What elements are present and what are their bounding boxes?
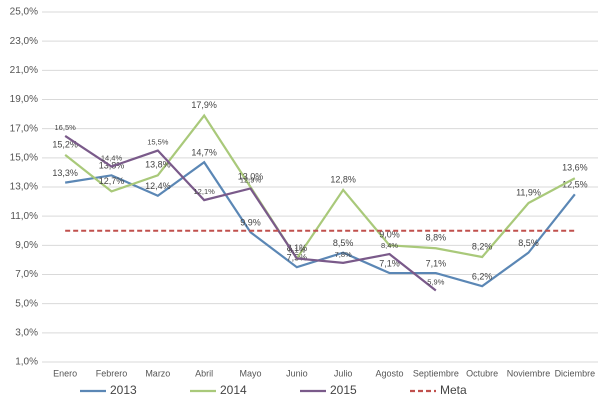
data-label: 12,8% <box>330 174 356 184</box>
data-label: 8,8% <box>426 233 447 243</box>
data-label: 14,7% <box>191 148 217 158</box>
x-tick-label: Mayo <box>239 368 261 378</box>
data-label: 16,5% <box>55 123 77 132</box>
data-label: 8,1% <box>287 243 308 253</box>
data-label: 7,8% <box>335 250 352 259</box>
x-tick-label: Junio <box>286 368 308 378</box>
legend-label: 2014 <box>220 383 247 397</box>
x-tick-label: Noviembre <box>507 368 551 378</box>
x-tick-label: Diciembre <box>555 368 596 378</box>
data-label: 12,7% <box>99 176 125 186</box>
y-tick-label: 23,0% <box>10 36 38 47</box>
x-tick-label: Octubre <box>466 368 498 378</box>
y-tick-label: 7,0% <box>15 269 38 280</box>
data-label: 12,9% <box>240 175 262 184</box>
y-tick-label: 15,0% <box>10 152 38 163</box>
y-tick-label: 9,0% <box>15 240 38 251</box>
y-tick-label: 19,0% <box>10 94 38 105</box>
y-tick-label: 1,0% <box>15 357 38 368</box>
y-tick-label: 25,0% <box>10 7 38 18</box>
y-tick-label: 13,0% <box>10 182 38 193</box>
legend-label: 2013 <box>110 383 137 397</box>
data-label: 15,5% <box>147 138 169 147</box>
data-label: 9,9% <box>240 218 261 228</box>
data-label: 8,2% <box>472 241 493 251</box>
x-tick-label: Abril <box>195 368 213 378</box>
y-tick-label: 21,0% <box>10 65 38 76</box>
x-tick-label: Marzo <box>145 368 170 378</box>
x-tick-label: Enero <box>53 368 77 378</box>
x-tick-label: Septiembre <box>413 368 459 378</box>
data-label: 17,9% <box>191 100 217 110</box>
data-label: 15,2% <box>52 139 78 149</box>
y-tick-label: 5,0% <box>15 298 38 309</box>
data-label: 8,5% <box>333 238 354 248</box>
data-label: 12,5% <box>562 180 588 190</box>
x-tick-label: Febrero <box>96 368 128 378</box>
line <box>64 135 437 292</box>
legend-label: 2015 <box>330 383 357 397</box>
data-label: 12,1% <box>194 187 216 196</box>
data-label: 6,2% <box>472 272 493 282</box>
data-label: 13,0% <box>238 171 264 181</box>
data-label: 7,1% <box>426 258 447 268</box>
line <box>64 113 576 261</box>
x-tick-label: Julio <box>334 368 353 378</box>
legend-label: Meta <box>440 383 467 397</box>
data-label: 8,1% <box>288 245 305 254</box>
data-label: 13,6% <box>562 163 588 173</box>
data-label: 8,4% <box>381 241 398 250</box>
data-label: 13,3% <box>52 168 78 178</box>
data-label: 5,9% <box>427 278 444 287</box>
data-label: 8,5% <box>518 238 539 248</box>
y-tick-label: 17,0% <box>10 123 38 134</box>
y-tick-label: 11,0% <box>10 211 38 222</box>
data-label: 7,1% <box>379 258 400 268</box>
data-label: 9,0% <box>379 230 400 240</box>
data-label: 14,4% <box>101 154 123 163</box>
data-label: 11,9% <box>516 187 541 197</box>
data-label: 12,4% <box>145 181 171 191</box>
x-tick-label: Agosto <box>375 368 403 378</box>
y-tick-label: 3,0% <box>15 327 38 338</box>
data-label: 13,8% <box>145 160 171 170</box>
